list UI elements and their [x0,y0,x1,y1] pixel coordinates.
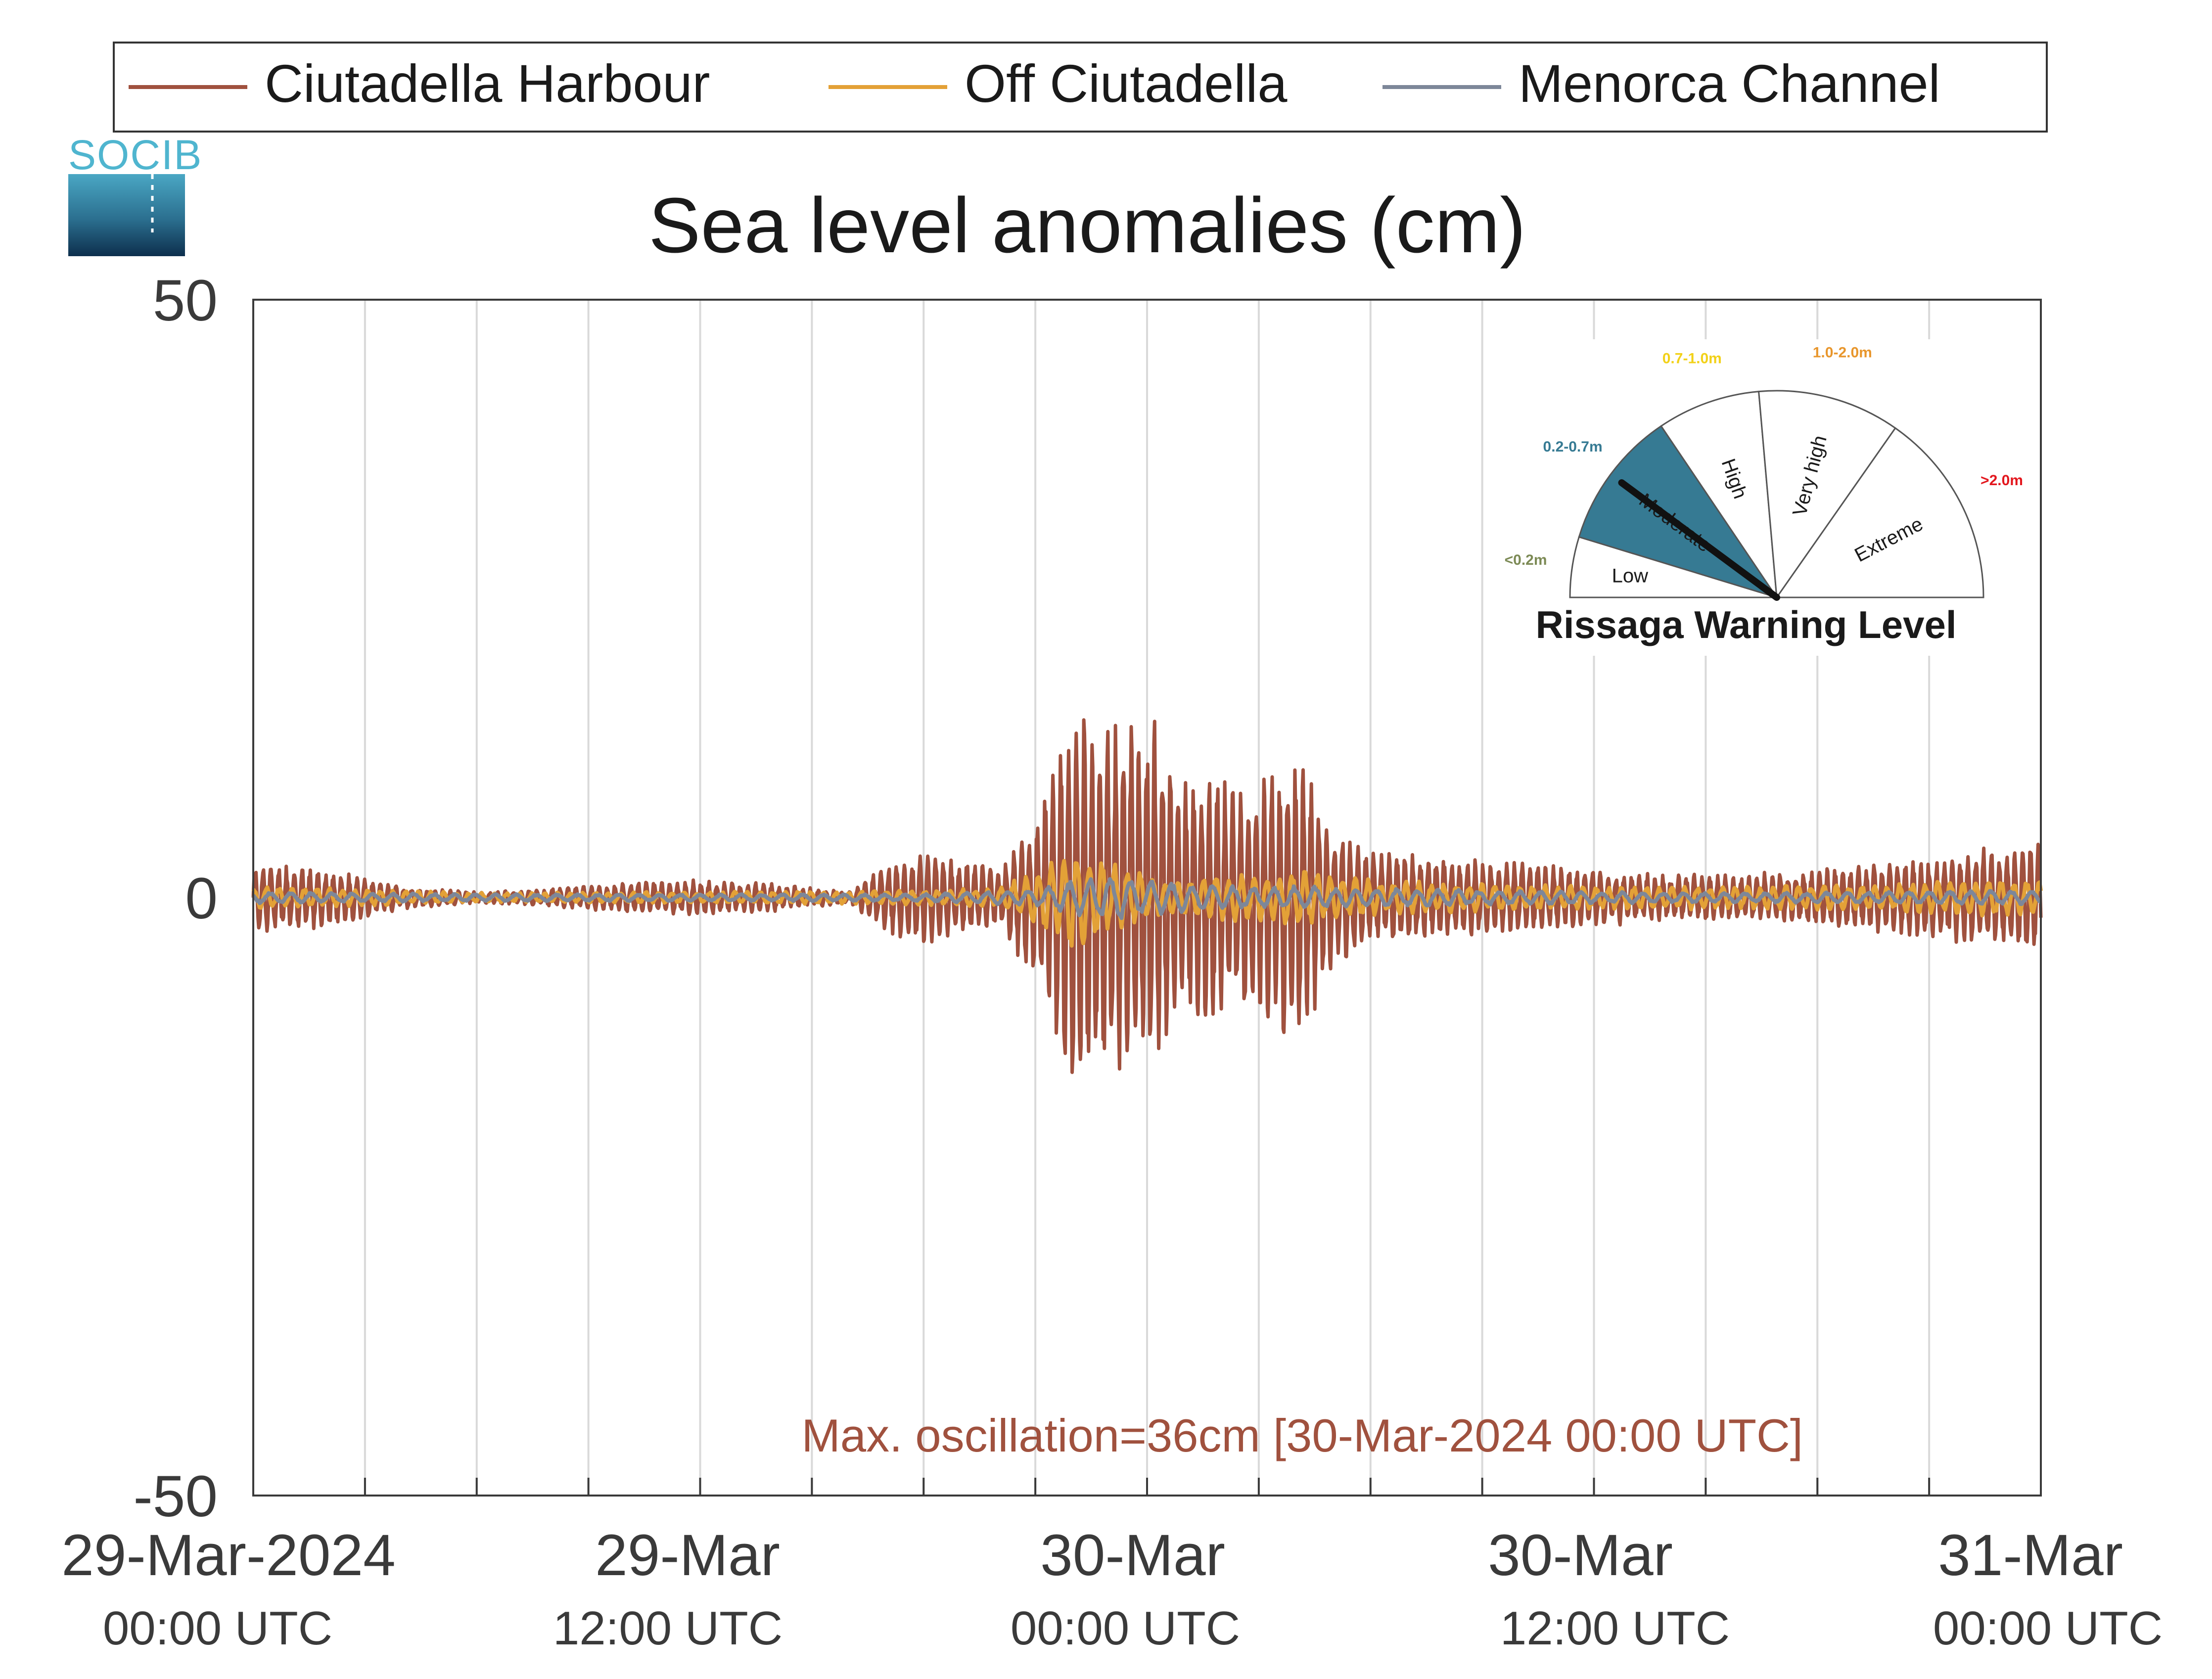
x-tick-date: 31-Mar [1938,1523,2123,1588]
x-tick-date: 29-Mar [595,1523,780,1588]
gauge-title: Rissaga Warning Level [1535,603,1956,646]
socib-logo: SOCIB [68,132,202,256]
x-tick-time: 00:00 UTC [103,1602,332,1655]
legend-label: Ciutadella Harbour [265,53,710,113]
socib-logo-wave-icon [68,174,185,256]
rissaga-gauge: Low<0.2mModerate0.2-0.7mHigh0.7-1.0mVery… [1489,339,2033,656]
series-line [251,877,2042,920]
x-tick-label: 30-Mar 00:00 UTC [1011,1523,1240,1655]
x-tick-date: 29-Mar-2024 [61,1523,396,1588]
gauge-range-label: >2.0m [1981,472,2023,489]
x-tick-time: 00:00 UTC [1933,1602,2163,1655]
gauge-range-label: 0.7-1.0m [1662,350,1722,366]
x-tick-time: 12:00 UTC [1500,1602,1730,1655]
legend-items: Ciutadella Harbour Off Ciutadella Menorca … [129,53,1940,113]
x-tick-label: 30-Mar 12:00 UTC [1488,1523,1730,1655]
gauge-sector [1578,425,1779,599]
x-tick-time: 00:00 UTC [1011,1602,1240,1655]
gauge-sector-label: Low [1612,565,1648,587]
chart-title: Sea level anomalies (cm) [648,182,1526,269]
gauge-range-label: <0.2m [1505,552,1547,568]
x-tick-label: 29-Mar-2024 00:00 UTC [61,1523,396,1655]
gauge-sectors [1569,390,1984,600]
x-tick-label: 31-Mar 00:00 UTC [1933,1523,2163,1655]
x-tick-marks [364,1478,1931,1496]
x-tick-date: 30-Mar [1040,1523,1225,1588]
max-oscillation-annotation: Max. oscillation=36cm [30-Mar-2024 00:00… [802,1409,1803,1461]
y-tick-label: -50 [133,1464,218,1529]
x-tick-label: 29-Mar 12:00 UTC [553,1523,783,1655]
legend-item: Ciutadella Harbour [129,53,710,113]
legend-label: Off Ciutadella [965,53,1288,113]
y-tick-label: 0 [185,866,218,931]
gauge-needle [1618,479,1780,601]
legend-item: Menorca Channel [1382,53,1940,113]
x-tick-time: 12:00 UTC [553,1602,783,1655]
series-layer [251,718,2043,1074]
series-line [251,859,2043,948]
plot-area [251,299,2043,1497]
legend-item: Off Ciutadella [829,53,1288,113]
socib-logo-text: SOCIB [68,132,202,178]
legend-label: Menorca Channel [1519,53,1940,113]
y-tick-label: 50 [153,268,218,333]
x-tick-date: 30-Mar [1488,1523,1673,1588]
y-tick-labels: 50 0 -50 [133,268,218,1529]
gauge-range-label: 1.0-2.0m [1813,345,1872,361]
legend-box [113,42,2048,133]
gauge-sector [1757,390,1896,600]
legend: Ciutadella Harbour Off Ciutadella Menorca … [113,42,2048,133]
gauge-range-label: 0.2-0.7m [1543,439,1603,455]
gauge-sector [1775,427,1984,598]
gauge-sector [1660,390,1778,600]
